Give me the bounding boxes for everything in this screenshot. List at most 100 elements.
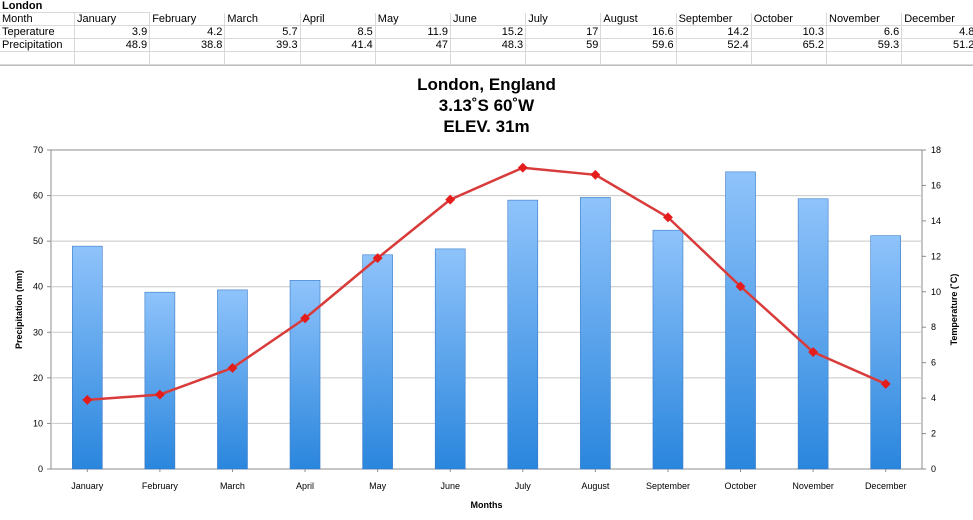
precipitation-bar <box>289 280 321 470</box>
chart-title-line-3: ELEV. 31m <box>443 117 530 136</box>
empty-cell[interactable] <box>451 52 527 65</box>
y-tick-label: 70 <box>33 145 43 155</box>
month-cell[interactable]: May <box>375 13 451 26</box>
y2-tick-label: 18 <box>931 145 941 155</box>
y2-tick-label: 10 <box>931 287 941 297</box>
y2-tick-label: 2 <box>931 429 936 439</box>
chart-title: London, England 3.13˚S 60˚W ELEV. 31m <box>0 74 973 137</box>
temperature-marker <box>590 169 601 180</box>
month-cell[interactable]: January <box>75 13 151 26</box>
y-tick-label: 50 <box>33 236 43 246</box>
temperature-cell[interactable]: 14.2 <box>676 26 752 39</box>
temperature-marker <box>445 194 456 205</box>
y2-tick-label: 0 <box>931 464 936 474</box>
precipitation-cell[interactable]: 48.3 <box>451 39 527 52</box>
empty-cell[interactable] <box>676 52 752 65</box>
precipitation-cell[interactable]: 59.6 <box>601 39 677 52</box>
precipitation-cell[interactable]: 52.4 <box>676 39 752 52</box>
x-tick-label: June <box>440 481 460 491</box>
sheet-title-cell[interactable]: London <box>0 0 150 13</box>
month-cell[interactable]: June <box>451 13 527 26</box>
precipitation-cell[interactable]: 59.3 <box>827 39 903 52</box>
y2-tick-label: 8 <box>931 322 936 332</box>
temperature-row: Teperature 3.9 4.2 5.7 8.5 11.9 15.2 17 16.6 14.… <box>0 26 973 39</box>
precipitation-bar <box>797 198 829 470</box>
month-header-cell[interactable]: Month <box>0 13 75 26</box>
precipitation-cell[interactable]: 41.4 <box>300 39 376 52</box>
empty-cell[interactable] <box>526 52 602 65</box>
empty-cell[interactable] <box>827 52 903 65</box>
precipitation-bar <box>725 171 756 470</box>
empty-cell[interactable] <box>150 52 226 65</box>
precipitation-cell[interactable]: 48.9 <box>75 39 151 52</box>
temperature-cell[interactable]: 6.6 <box>827 26 903 39</box>
empty-cell[interactable] <box>375 52 451 65</box>
empty-cell[interactable] <box>601 52 677 65</box>
temperature-cell[interactable]: 17 <box>526 26 602 39</box>
month-cell[interactable]: March <box>225 13 301 26</box>
temperature-cell[interactable]: 11.9 <box>375 26 451 39</box>
spreadsheet-grid: London Month January February March April Ma… <box>0 0 973 65</box>
month-cell[interactable]: December <box>902 13 973 26</box>
month-cell[interactable]: February <box>150 13 226 26</box>
precipitation-cell[interactable]: 39.3 <box>225 39 301 52</box>
month-cell[interactable]: September <box>676 13 752 26</box>
precipitation-bar <box>71 245 103 470</box>
x-axis-title: Months <box>471 500 503 510</box>
temperature-cell[interactable]: 4.8 <box>902 26 973 39</box>
temperature-cell[interactable]: 16.6 <box>601 26 677 39</box>
temperature-cell[interactable]: 8.5 <box>300 26 376 39</box>
chart-title-line-1: London, England <box>417 75 556 94</box>
precipitation-bar <box>652 229 684 470</box>
y-tick-label: 0 <box>38 464 43 474</box>
empty-cell[interactable] <box>225 52 301 65</box>
month-cell[interactable]: November <box>827 13 903 26</box>
temperature-marker <box>735 281 746 292</box>
y2-axis-title: Temperature (˚C) <box>949 274 959 346</box>
climate-chart: 0 10 20 30 40 50 60 70 0 2 4 6 8 10 12 14 16 18 January Feb… <box>14 145 959 510</box>
y2-tick-label: 14 <box>931 216 941 226</box>
precipitation-cell[interactable]: 51.2 <box>902 39 973 52</box>
x-tick-label: February <box>142 481 179 491</box>
precipitation-label-cell[interactable]: Precipitation <box>0 39 75 52</box>
chart-frame[interactable]: London, England 3.13˚S 60˚W ELEV. 31m 0 1… <box>0 65 973 519</box>
precipitation-bar <box>144 291 176 470</box>
y2-tick-label: 4 <box>931 393 936 403</box>
empty-cell[interactable] <box>902 52 973 65</box>
month-cell[interactable]: August <box>601 13 677 26</box>
temperature-cell[interactable]: 5.7 <box>225 26 301 39</box>
empty-cell[interactable] <box>751 52 827 65</box>
precipitation-cell[interactable]: 59 <box>526 39 602 52</box>
temperature-cell[interactable]: 10.3 <box>751 26 827 39</box>
x-tick-label: March <box>220 481 245 491</box>
temperature-marker <box>663 212 673 223</box>
temperature-cell[interactable]: 4.2 <box>150 26 226 39</box>
precipitation-bar <box>870 235 902 470</box>
x-tick-label: August <box>581 481 610 491</box>
x-tick-label: April <box>296 481 314 491</box>
x-tick-label: September <box>646 481 690 491</box>
temperature-marker <box>808 347 819 357</box>
empty-cell[interactable] <box>0 52 75 65</box>
chart-title-line-2: 3.13˚S 60˚W <box>438 96 535 115</box>
month-cell[interactable]: July <box>526 13 602 26</box>
month-cell[interactable]: October <box>751 13 827 26</box>
precipitation-bar <box>434 248 466 470</box>
precipitation-cell[interactable]: 38.8 <box>150 39 226 52</box>
empty-row <box>0 52 973 65</box>
temperature-marker <box>880 378 891 389</box>
precipitation-row: Precipitation 48.9 38.8 39.3 41.4 47 48.3 59 59… <box>0 39 973 52</box>
precipitation-cell[interactable]: 65.2 <box>751 39 827 52</box>
precipitation-cell[interactable]: 47 <box>375 39 451 52</box>
temperature-cell[interactable]: 15.2 <box>451 26 527 39</box>
y-tick-label: 60 <box>33 191 43 201</box>
x-tick-label: January <box>71 481 104 491</box>
temperature-label-cell[interactable]: Teperature <box>0 26 75 39</box>
precipitation-bar <box>217 289 248 470</box>
month-cell[interactable]: April <box>300 13 376 26</box>
temperature-cell[interactable]: 3.9 <box>75 26 151 39</box>
temperature-marker <box>517 162 528 173</box>
empty-cell[interactable] <box>300 52 376 65</box>
empty-cell[interactable] <box>75 52 151 65</box>
plot-area <box>50 149 923 470</box>
